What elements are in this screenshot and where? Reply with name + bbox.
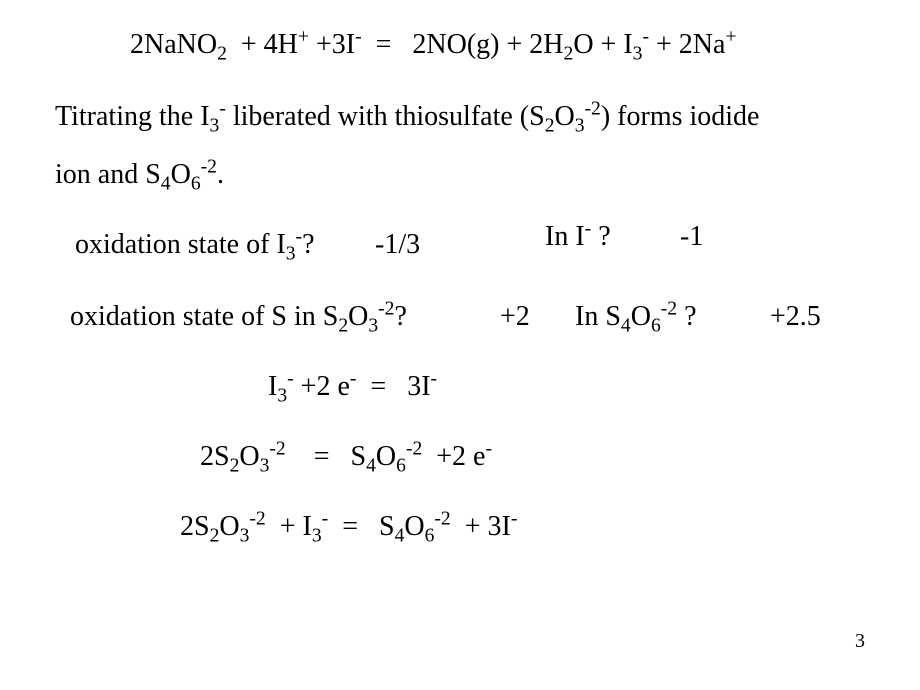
page-number: 3	[855, 630, 865, 653]
question-2-label: oxidation state of S in S2O3-2?	[70, 300, 407, 334]
question-1-answer-2: -1	[680, 220, 703, 254]
question-1-answer-1: -1/3	[375, 228, 420, 262]
half-reaction-1: I3- +2 e- = 3I-	[268, 370, 437, 404]
question-2-answer-2: +2.5	[770, 300, 821, 334]
question-2-answer-1: +2	[500, 300, 530, 334]
equation-main: 2NaNO2 + 4H+ +3I- = 2NO(g) + 2H2O + I3- …	[130, 28, 737, 62]
question-1-label-2: In I- ?	[545, 220, 611, 254]
half-reaction-2: 2S2O3-2 = S4O6-2 +2 e-	[200, 440, 492, 474]
question-2-label-2: In S4O6-2 ?	[575, 300, 697, 334]
description-line-2: ion and S4O6-2.	[55, 158, 224, 192]
description-line-1: Titrating the I3- liberated with thiosul…	[55, 100, 759, 134]
net-reaction: 2S2O3-2 + I3- = S4O6-2 + 3I-	[180, 510, 517, 544]
question-1-label: oxidation state of I3-?	[75, 228, 315, 262]
slide-content: 2NaNO2 + 4H+ +3I- = 2NO(g) + 2H2O + I3- …	[0, 0, 920, 690]
